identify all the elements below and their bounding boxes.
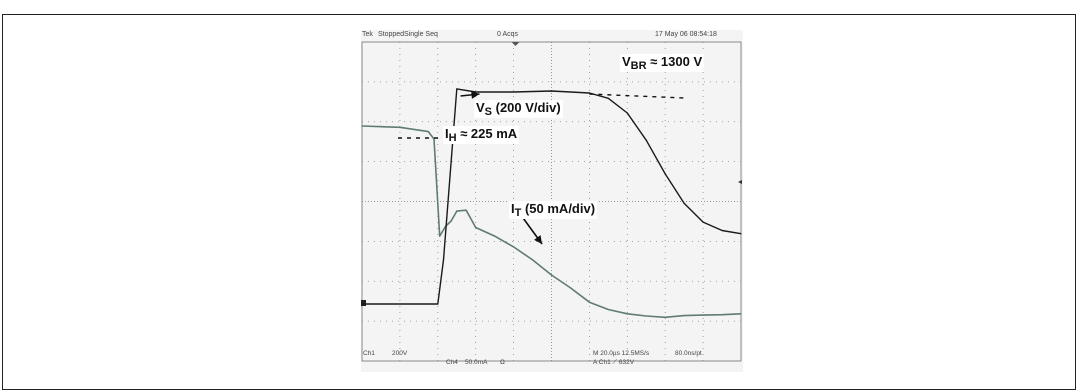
it-trace-point (588, 301, 590, 303)
vs-trace-point (664, 173, 666, 175)
ih-sub: H (448, 132, 457, 144)
it-trace-point (439, 235, 441, 237)
vbr-main: V (622, 54, 631, 69)
arrow-layer (398, 90, 685, 245)
it-trace-point (361, 125, 363, 127)
acq-count: 0 Acqs (497, 31, 519, 38)
it-trace-point (532, 259, 534, 261)
it-trace-point (427, 131, 429, 133)
top-strip (0, 0, 1080, 12)
vs-trace-point (645, 139, 647, 141)
ch1-scale: 200V (392, 350, 408, 357)
vs-trace-point (550, 90, 553, 92)
timestamp: 17 May 06 08:54:18 (655, 31, 717, 38)
it-main: I (511, 201, 515, 216)
vs-trace-point (607, 97, 609, 99)
vs-trace-point (513, 91, 515, 93)
it-trace-point (399, 126, 401, 128)
it-trace-point (683, 315, 685, 317)
vs-trace-point (740, 233, 742, 235)
it-value: (50 mA/div) (521, 201, 596, 216)
acq-state: Stopped (378, 31, 405, 38)
it-trace-point (664, 316, 666, 318)
it-trace-point (494, 235, 496, 237)
it-trace-point (569, 287, 572, 289)
vs-trace-point (475, 91, 477, 93)
ch4-label: Ch4 (446, 359, 458, 366)
trace-layer (361, 88, 742, 319)
vs-trace-point (456, 88, 458, 90)
vbr-annotation: VBR ≈ 1300 V (620, 54, 705, 72)
vs-trace-point (437, 303, 439, 305)
vs-annotation: VS (200 V/div) (474, 100, 563, 118)
it-trace-point (607, 308, 609, 311)
trigger: A Ch1 ⟋ 632V (593, 359, 635, 366)
acq-mode: Single Seq (404, 31, 438, 38)
brand-label: Tek (362, 31, 373, 38)
scope-status-bar: Tek Stopped Single Seq 0 Acqs 17 May 06 … (361, 31, 743, 41)
resolution: 80.0ns/pt (675, 350, 702, 357)
ih-annotation: IH ≈ 225 mA (443, 126, 520, 144)
vs-trace-point (361, 303, 363, 305)
it-trace-point (465, 209, 467, 211)
vbr-value: ≈ 1300 V (646, 54, 703, 69)
vs-arrow-head (471, 90, 480, 99)
it-sub: T (514, 207, 522, 219)
vs-trace-point (702, 221, 704, 223)
it-trace-point (450, 220, 452, 222)
ch1-label: Ch1 (363, 350, 375, 357)
vs-sub: S (484, 106, 493, 118)
vs-trace-point (626, 112, 628, 114)
vs-trace-point (721, 229, 723, 232)
vs-trace (362, 88, 742, 305)
ch4-unit: Ω (500, 359, 505, 366)
it-trace-point (513, 246, 515, 248)
it-trace (361, 125, 742, 319)
vs-main: V (476, 100, 485, 115)
it-trace-point (550, 274, 553, 276)
vs-trace-point (588, 92, 590, 94)
trigger-marker (511, 42, 520, 46)
it-trace-point (475, 226, 477, 229)
it-arrow-head (534, 235, 543, 244)
it-trace-point (740, 313, 742, 315)
it-trace-point (456, 210, 458, 212)
it-trace-point (626, 313, 628, 315)
timebase: M 20.0µs 12.5MS/s (593, 350, 650, 357)
it-annotation: IT (50 mA/div) (509, 201, 598, 219)
vs-trace-point (683, 202, 685, 204)
ih-value: ≈ 225 mA (456, 126, 518, 141)
ch1-ground-marker (361, 300, 366, 306)
ih-main: I (445, 126, 449, 141)
vbr-dashed-line (589, 93, 685, 99)
vs-trace-point (442, 259, 445, 261)
ch4-scale: 50.0mA (465, 359, 488, 366)
vbr-sub: BR (630, 60, 647, 72)
level-marker (738, 180, 742, 184)
it-trace-point (721, 314, 723, 316)
it-trace-point (702, 314, 704, 316)
vs-value: (200 V/div) (492, 100, 561, 115)
it-trace-point (645, 315, 647, 317)
